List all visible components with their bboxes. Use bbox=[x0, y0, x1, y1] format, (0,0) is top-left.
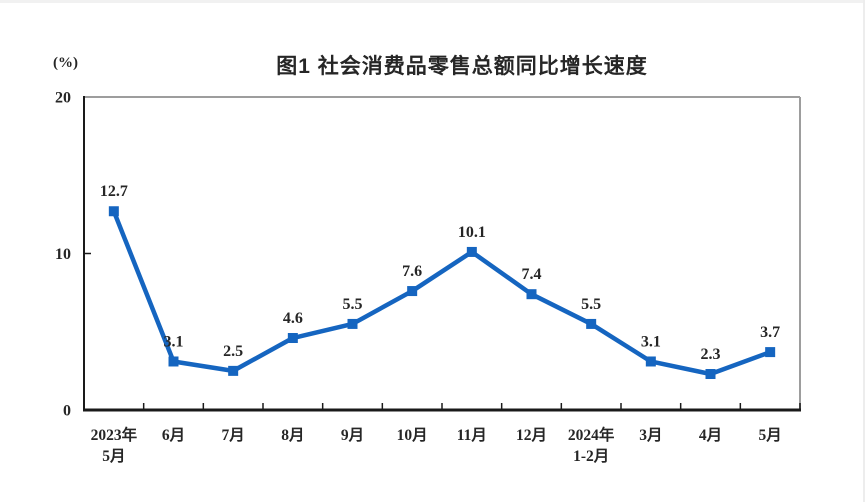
data-point-marker bbox=[168, 356, 179, 367]
data-point-label: 5.5 bbox=[343, 296, 363, 313]
chart-title: 图1 社会消费品零售总额同比增长速度 bbox=[276, 55, 648, 78]
y-tick-label: 20 bbox=[55, 90, 71, 107]
data-point-marker bbox=[586, 318, 597, 329]
x-tick-label: 12月 bbox=[516, 426, 547, 444]
y-tick-label: 10 bbox=[55, 246, 71, 263]
x-tick-label: 10月 bbox=[397, 426, 428, 444]
x-tick-label: 4月 bbox=[699, 426, 722, 444]
data-point-label: 4.6 bbox=[283, 310, 303, 327]
data-point-marker bbox=[526, 289, 537, 300]
data-point-marker bbox=[287, 333, 298, 344]
data-point-label: 2.3 bbox=[701, 346, 721, 363]
data-point-label: 3.7 bbox=[760, 324, 780, 341]
data-point-marker bbox=[228, 365, 239, 376]
x-tick-label: 6月 bbox=[162, 426, 185, 444]
data-point-marker bbox=[645, 356, 656, 367]
x-tick-label: 9月 bbox=[341, 426, 364, 444]
data-point-label: 3.1 bbox=[641, 333, 661, 350]
page-top-edge bbox=[0, 0, 865, 3]
data-point-label: 12.7 bbox=[100, 183, 128, 200]
x-tick-label: 7月 bbox=[222, 426, 245, 444]
data-point-label: 7.4 bbox=[522, 266, 542, 283]
data-point-marker bbox=[407, 286, 418, 297]
data-point-label: 7.6 bbox=[402, 263, 422, 280]
page-right-edge bbox=[863, 0, 865, 502]
x-tick-label: 11月 bbox=[457, 426, 487, 444]
x-tick-label: 2024年 1-2月 bbox=[568, 425, 615, 465]
data-point-marker bbox=[347, 318, 358, 329]
x-tick-label: 3月 bbox=[639, 426, 662, 444]
data-point-label: 3.1 bbox=[164, 333, 184, 350]
series-line bbox=[111, 208, 773, 377]
data-point-marker bbox=[765, 347, 776, 358]
x-tick-label: 5月 bbox=[759, 426, 782, 444]
x-tick-label: 2023年 5月 bbox=[91, 425, 138, 465]
data-point-marker bbox=[705, 369, 716, 380]
y-axis-unit-label: (%) bbox=[53, 55, 78, 71]
data-point-marker bbox=[108, 206, 119, 217]
data-point-label: 5.5 bbox=[581, 296, 601, 313]
data-point-marker bbox=[466, 246, 477, 257]
data-point-label: 2.5 bbox=[223, 343, 243, 360]
y-tick-label: 0 bbox=[63, 403, 71, 420]
data-point-label: 10.1 bbox=[458, 224, 486, 241]
x-tick-label: 8月 bbox=[281, 426, 304, 444]
